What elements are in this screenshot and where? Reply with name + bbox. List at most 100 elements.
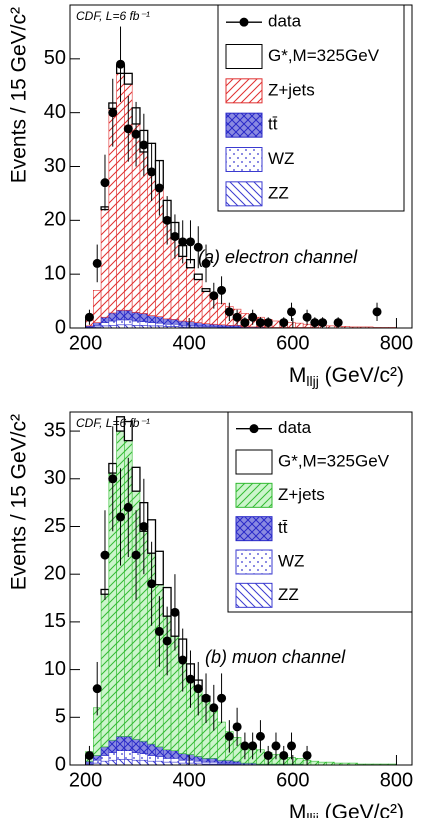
histogram-bar bbox=[147, 322, 156, 327]
y-tick-label: 20 bbox=[44, 209, 66, 231]
histogram-bar bbox=[193, 273, 203, 281]
legend-label: tt̄ bbox=[278, 518, 288, 537]
data-point bbox=[116, 512, 126, 522]
data-point bbox=[232, 722, 242, 732]
data-point bbox=[100, 550, 110, 560]
data-point bbox=[170, 607, 180, 617]
x-label-sub: lljj bbox=[306, 810, 318, 818]
histogram-bar bbox=[108, 739, 117, 753]
histogram-bar bbox=[131, 752, 141, 761]
x-axis-label: Mlljj (GeV/c²) bbox=[289, 801, 404, 818]
y-tick-label: 15 bbox=[44, 610, 66, 632]
histogram-bar bbox=[124, 319, 133, 326]
data-point bbox=[131, 129, 141, 139]
histogram-bar bbox=[116, 73, 125, 311]
histogram-bar bbox=[217, 324, 226, 328]
x-tick-label: 400 bbox=[172, 769, 205, 791]
legend-marker bbox=[249, 424, 259, 434]
histogram-bar bbox=[100, 322, 110, 327]
y-axis-label: Events / 15 GeV/c² bbox=[8, 414, 31, 590]
legend-swatch bbox=[225, 112, 263, 138]
y-tick-label: 35 bbox=[44, 419, 66, 441]
histogram-bar bbox=[108, 759, 117, 766]
y-tick-label: 0 bbox=[55, 753, 66, 775]
histogram-bar bbox=[170, 750, 180, 759]
legend-swatch bbox=[225, 147, 263, 172]
data-point bbox=[123, 124, 133, 134]
histogram-bar bbox=[147, 760, 156, 766]
histogram-bar bbox=[295, 322, 304, 328]
data-point bbox=[279, 750, 289, 760]
data-point bbox=[92, 258, 102, 268]
data-point bbox=[123, 502, 133, 512]
data-point bbox=[201, 258, 211, 268]
legend-label: Z+jets bbox=[268, 80, 315, 99]
legend-box bbox=[217, 4, 405, 212]
histogram-bar bbox=[201, 323, 211, 327]
x-label-unit: (GeV/c²) bbox=[319, 364, 404, 387]
y-tick-label: 10 bbox=[44, 262, 66, 284]
histogram-bar bbox=[100, 593, 110, 748]
histogram-bar bbox=[124, 736, 133, 751]
data-point bbox=[333, 318, 343, 328]
x-tick-label: 600 bbox=[276, 769, 309, 791]
histogram-bar bbox=[217, 302, 226, 326]
data-point bbox=[147, 579, 157, 589]
y-tick-label: 50 bbox=[44, 47, 66, 69]
data-point bbox=[178, 237, 188, 247]
histogram-bar bbox=[93, 755, 102, 761]
x-tick-label: 800 bbox=[380, 769, 413, 791]
y-tick-label: 25 bbox=[44, 515, 66, 537]
note: CDF, L=6 fb⁻¹ bbox=[76, 9, 150, 23]
histogram-bar bbox=[170, 319, 180, 325]
data-point bbox=[84, 750, 94, 760]
histogram-bar bbox=[123, 72, 133, 85]
data-point bbox=[108, 108, 118, 118]
histogram-bar bbox=[100, 760, 110, 766]
annotation: (a) electron channel bbox=[198, 247, 358, 267]
y-axis-label: Events / 15 GeV/c² bbox=[8, 7, 31, 183]
histogram-bar bbox=[155, 760, 164, 766]
histogram-bar bbox=[93, 290, 102, 323]
data-point bbox=[372, 307, 382, 317]
x-tick-label: 400 bbox=[172, 332, 205, 354]
histogram-bar bbox=[186, 267, 195, 322]
histogram-bar bbox=[225, 759, 234, 764]
legend-label: ZZ bbox=[268, 183, 289, 202]
legend-swatch bbox=[225, 181, 263, 207]
x-tick-label: 600 bbox=[276, 332, 309, 354]
data-point bbox=[217, 693, 227, 703]
histogram-bar bbox=[155, 322, 164, 327]
data-point bbox=[154, 626, 164, 636]
histogram-bar bbox=[131, 759, 141, 766]
data-point bbox=[263, 750, 273, 760]
data-point bbox=[84, 312, 94, 322]
x-tick-label: 200 bbox=[69, 769, 102, 791]
histogram-bar bbox=[287, 322, 296, 328]
histogram-bar bbox=[108, 752, 117, 761]
histogram-bar bbox=[194, 756, 203, 762]
histogram-bar bbox=[194, 322, 203, 327]
histogram-bar bbox=[93, 322, 102, 326]
data-point bbox=[209, 703, 219, 713]
legend-label: WZ bbox=[268, 149, 294, 168]
y-tick-label: 30 bbox=[44, 467, 66, 489]
y-tick-label: 10 bbox=[44, 658, 66, 680]
x-label-main: M bbox=[289, 364, 307, 387]
data-point bbox=[193, 684, 203, 694]
histogram-bar bbox=[178, 256, 187, 322]
legend-swatch bbox=[235, 582, 273, 608]
histogram-bar bbox=[162, 749, 172, 759]
data-point bbox=[287, 741, 297, 751]
data-point bbox=[217, 285, 227, 295]
histogram-bar bbox=[295, 758, 304, 765]
data-point bbox=[147, 167, 157, 177]
data-point bbox=[248, 741, 258, 751]
data-point bbox=[287, 307, 297, 317]
y-tick-label: 30 bbox=[44, 155, 66, 177]
histogram-bar bbox=[155, 316, 164, 324]
histogram-bar bbox=[131, 312, 141, 322]
histogram-bar bbox=[108, 320, 117, 326]
histogram-bar bbox=[124, 309, 133, 321]
